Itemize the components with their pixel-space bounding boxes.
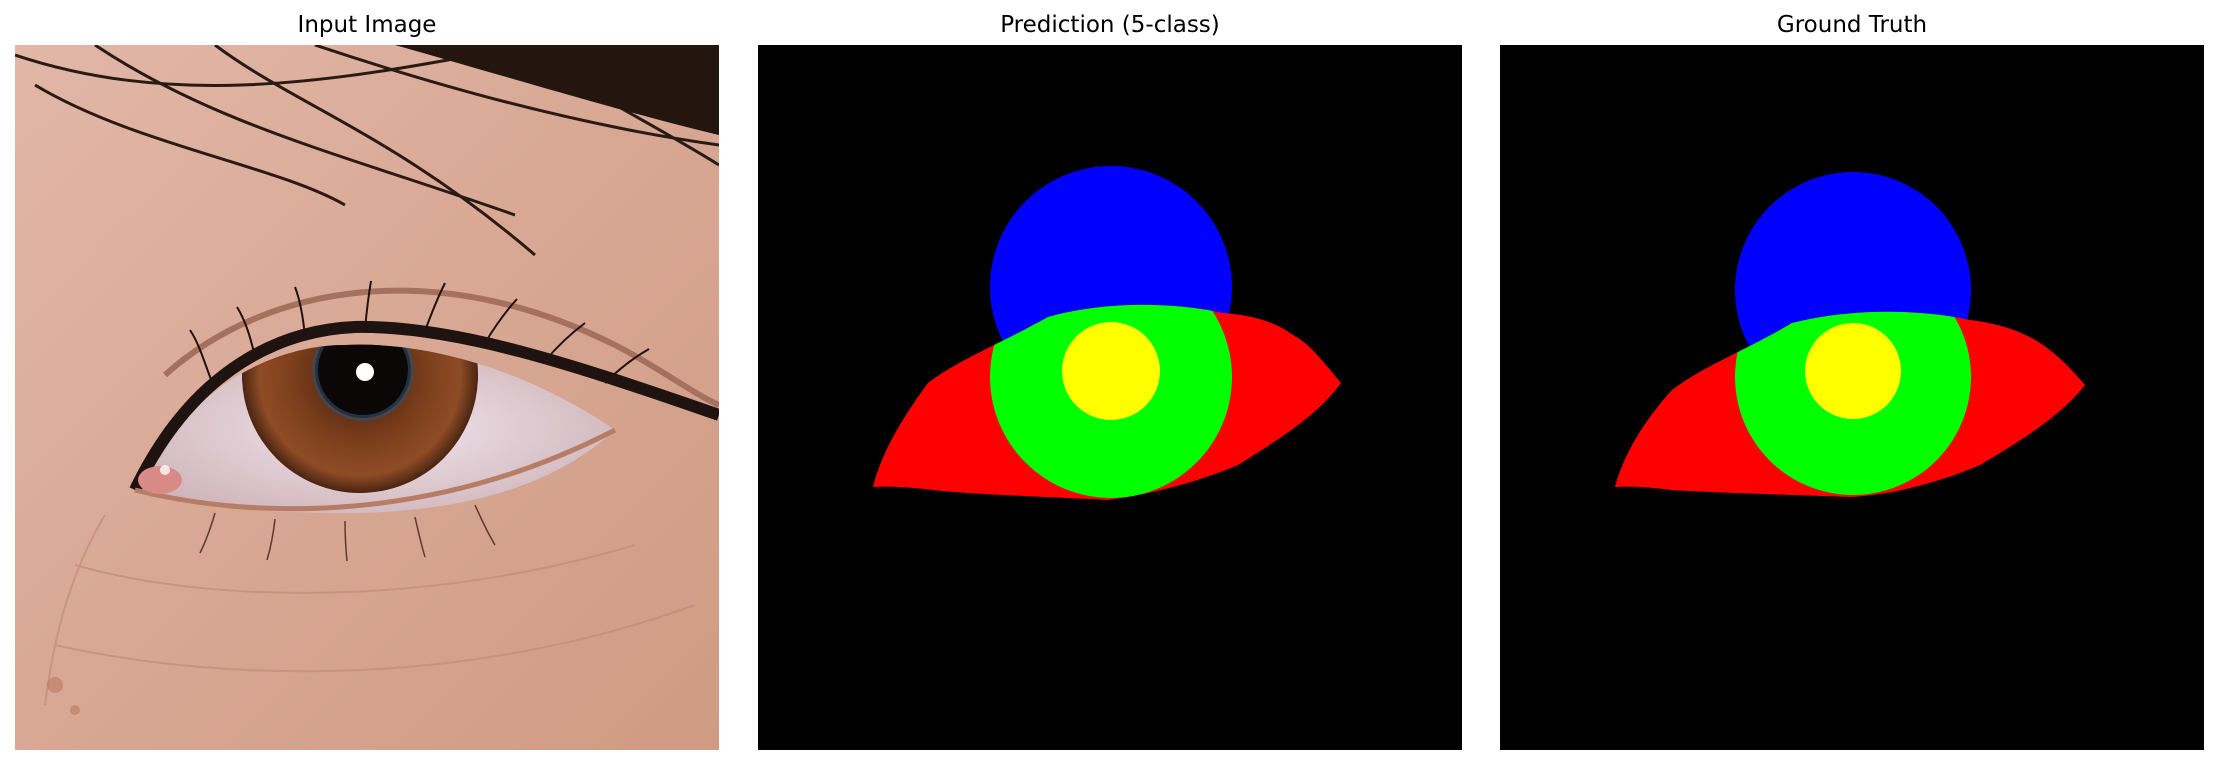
prediction-pupil — [1062, 322, 1160, 420]
prediction-mask — [758, 45, 1462, 750]
hair-mass — [395, 45, 719, 135]
panel-title-prediction: Prediction (5-class) — [1000, 12, 1220, 38]
ground-truth-panel — [1500, 45, 2204, 750]
ground-truth-pupil — [1805, 323, 1901, 419]
catchlight — [356, 363, 374, 381]
lower-lid — [134, 427, 617, 512]
panel-title-input-image: Input Image — [297, 12, 437, 38]
lower-lashes — [199, 504, 496, 562]
upper-lash-line — [129, 320, 719, 493]
ground-truth-mask — [1500, 45, 2204, 750]
upper-lashes — [189, 280, 650, 391]
panel-title-ground-truth: Ground Truth — [1776, 12, 1928, 38]
eye-photo — [15, 45, 719, 750]
input-image-panel — [15, 45, 719, 750]
prediction-panel — [758, 45, 1462, 750]
skin-creases — [44, 514, 696, 706]
inner-corner — [138, 466, 182, 494]
